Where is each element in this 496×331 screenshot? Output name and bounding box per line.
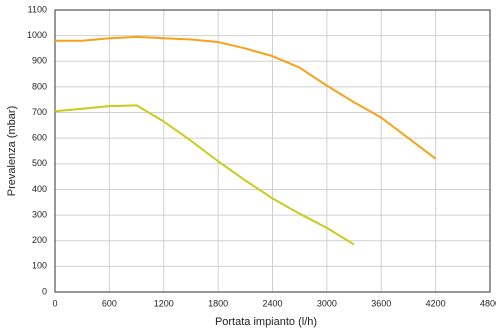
x-tick-label: 3000: [317, 298, 337, 308]
y-tick-label: 1000: [27, 30, 47, 40]
y-tick-label: 900: [32, 56, 47, 66]
x-tick-label: 3600: [371, 298, 391, 308]
y-tick-label: 200: [32, 235, 47, 245]
x-tick-label: 0: [52, 298, 57, 308]
x-tick-label: 600: [102, 298, 117, 308]
series-line: [54, 104, 355, 246]
y-tick-label: 0: [42, 286, 47, 296]
x-tick-label: 4800: [480, 298, 496, 308]
series-line: [55, 35, 437, 160]
y-tick-label: 1100: [28, 4, 47, 14]
x-tick-label: 4200: [426, 298, 446, 308]
y-tick-label: 300: [32, 209, 47, 219]
y-axis-title: Prevalenza (mbar): [6, 106, 18, 196]
y-tick-label: 800: [32, 81, 47, 91]
x-tick-label: 1800: [208, 298, 228, 308]
y-tick-label: 500: [32, 158, 47, 168]
plot-frame: [54, 9, 491, 293]
y-tick-label: 100: [32, 261, 47, 271]
y-tick-label: 400: [32, 184, 47, 194]
x-tick-label: 1200: [154, 298, 174, 308]
x-axis-title: Portata impianto (l/h): [215, 316, 317, 328]
y-tick-label: 600: [32, 133, 47, 143]
y-tick-label: 700: [32, 107, 47, 117]
x-tick-label: 2400: [262, 298, 282, 308]
